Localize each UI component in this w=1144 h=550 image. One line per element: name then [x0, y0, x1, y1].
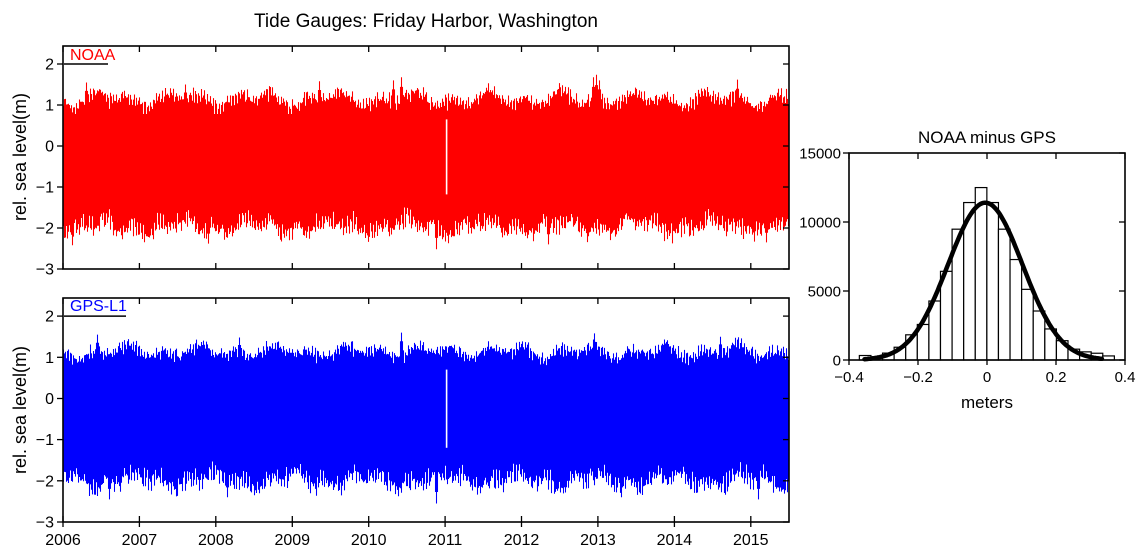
y-tick-label: 1	[45, 350, 54, 367]
gaussian-fit-curve	[862, 200, 1105, 362]
y-tick-label: −3	[36, 515, 54, 532]
x-tick-label: −0.2	[903, 369, 933, 386]
histogram-bar	[1032, 310, 1046, 361]
gps-tide-series-data-gap	[445, 369, 448, 448]
y-tick-label: 0	[45, 391, 54, 408]
y-tick-label: 15000	[799, 145, 841, 162]
y-tick-label: 1	[45, 98, 54, 115]
y-tick-label: 2	[45, 57, 54, 74]
x-tick-label: 2012	[504, 532, 540, 549]
x-tick-label: 0.4	[1115, 369, 1136, 386]
axes-box	[62, 45, 790, 270]
y-tick-label: −1	[36, 180, 54, 197]
y-tick-label: 0	[833, 352, 841, 369]
legend-gps: GPS-L1	[70, 298, 127, 315]
y-tick-label: −2	[36, 221, 54, 238]
y-tick-label: −1	[36, 432, 54, 449]
axes-box	[62, 297, 790, 523]
figure-title: Tide Gauges: Friday Harbor, Washington	[254, 11, 598, 32]
histogram-bar	[986, 201, 1000, 361]
y-tick-label: 10000	[799, 214, 841, 231]
y-tick-label: 5000	[808, 283, 841, 300]
x-tick-label: 2007	[122, 532, 158, 549]
histogram-bar	[1021, 288, 1034, 361]
y-tick-label: −2	[36, 473, 54, 490]
x-tick-label: −0.4	[834, 369, 864, 386]
histogram-title: NOAA minus GPS	[918, 128, 1056, 147]
x-tick-label: 2008	[198, 532, 234, 549]
legend-noaa: NOAA	[70, 47, 116, 64]
y-tick-label: −3	[36, 262, 54, 279]
gps-tide-series-path	[62, 332, 790, 504]
x-tick-label: 2009	[274, 532, 310, 549]
histogram-bar	[974, 186, 988, 361]
y-tick-label: 0	[45, 139, 54, 156]
histogram-bar	[1009, 258, 1023, 361]
noaa-tide-series-data-gap	[445, 119, 448, 195]
x-tick-label: 2011	[428, 532, 463, 549]
x-tick-label: 2015	[733, 532, 769, 549]
axes-box	[848, 152, 1126, 361]
x-tick-label: 2006	[45, 532, 81, 549]
x-tick-label: 0.2	[1046, 369, 1067, 386]
histogram-bar	[997, 228, 1011, 361]
y-axis-label-gps: rel. sea level(m)	[10, 345, 30, 475]
y-tick-label: 2	[45, 309, 54, 326]
noaa-tide-series-path	[62, 74, 790, 250]
y-axis-label-noaa: rel. sea level(m)	[10, 92, 30, 222]
histogram-x-axis-label: meters	[961, 393, 1013, 412]
x-tick-label: 2010	[351, 532, 387, 549]
x-tick-label: 0	[983, 369, 991, 386]
x-tick-label: 2014	[657, 532, 693, 549]
x-tick-label: 2013	[580, 532, 616, 549]
